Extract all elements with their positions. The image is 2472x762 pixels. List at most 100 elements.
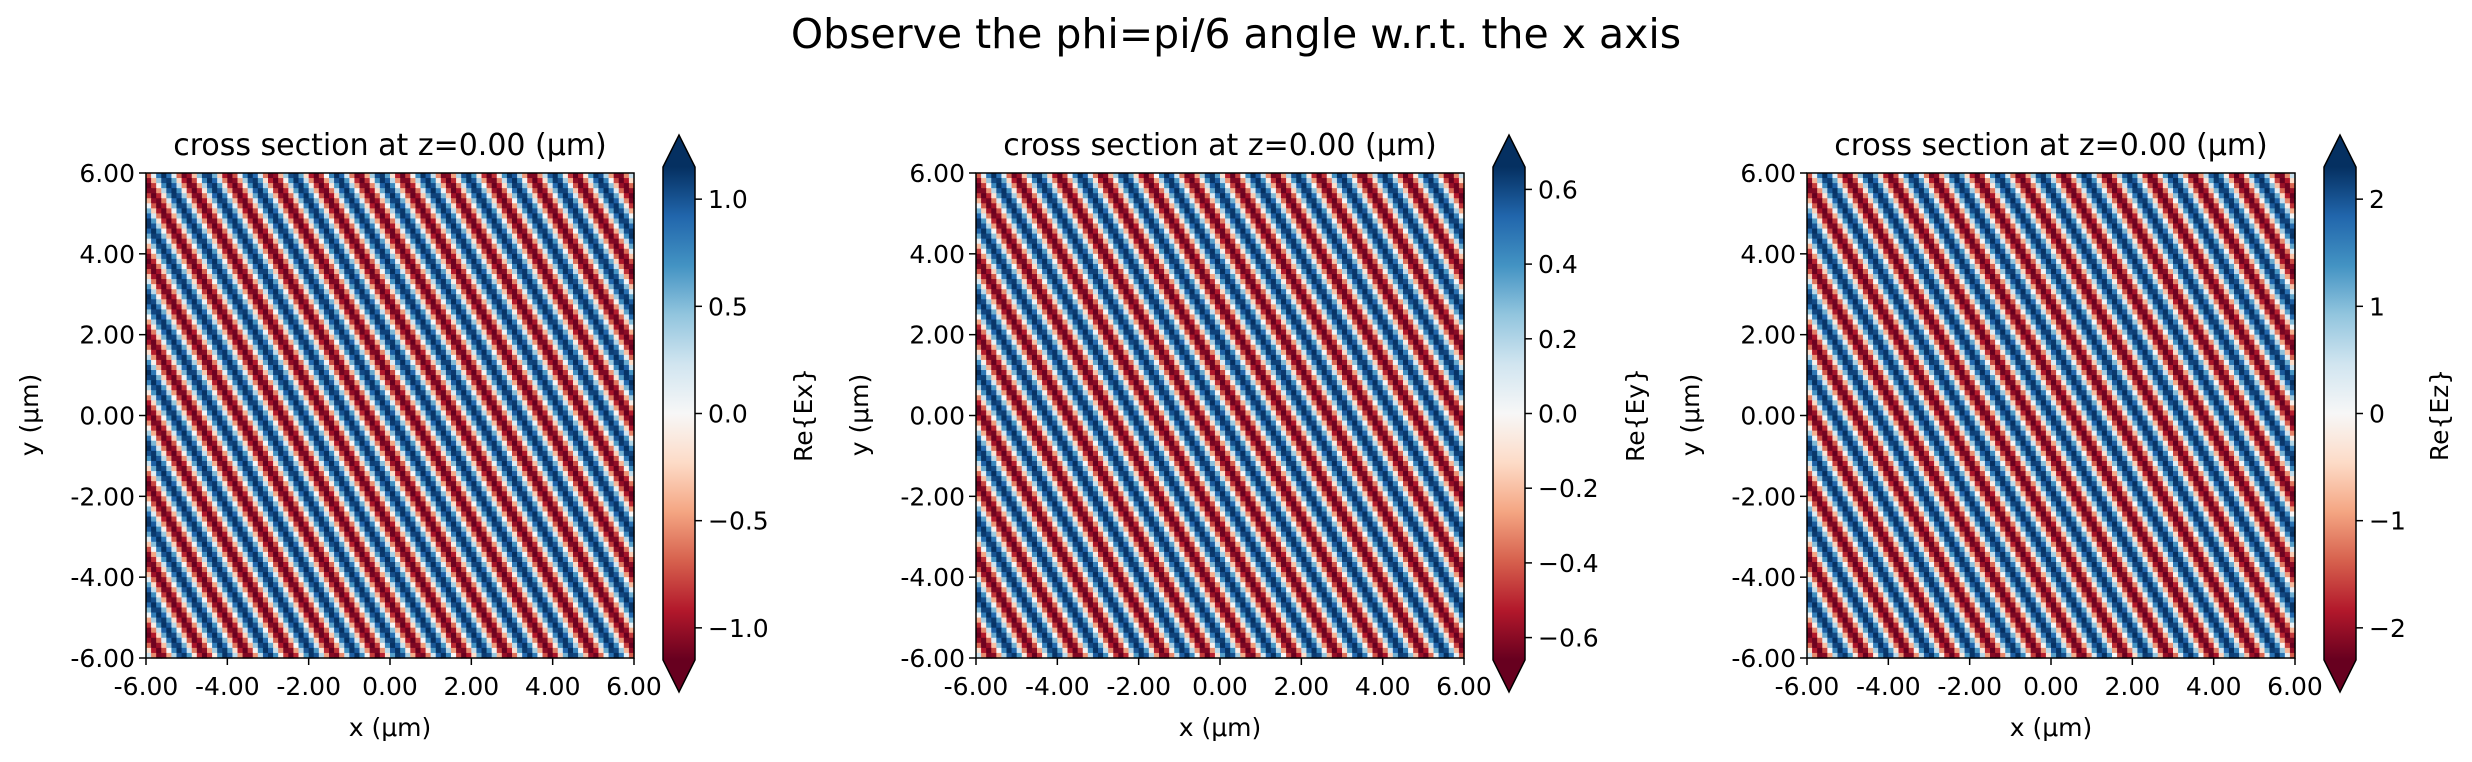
heatmap-cell: [603, 258, 610, 265]
heatmap-cell: [517, 359, 523, 366]
heatmap-cell: [588, 334, 594, 341]
heatmap-cell: [308, 375, 315, 381]
heatmap-cell: [247, 324, 254, 331]
heatmap-cell: [445, 188, 452, 194]
heatmap-cell: [288, 228, 295, 235]
heatmap-cell: [242, 410, 249, 417]
heatmap-cell: [323, 309, 330, 316]
heatmap-cell: [390, 299, 396, 305]
heatmap-cell: [217, 279, 223, 285]
heatmap-cell: [496, 233, 503, 240]
heatmap-cell: [298, 223, 305, 230]
heatmap-cell: [222, 430, 228, 437]
heatmap-cell: [364, 263, 371, 270]
heatmap-cell: [379, 248, 386, 255]
heatmap-cell: [471, 263, 478, 270]
heatmap-cell: [598, 279, 605, 285]
heatmap-cell: [466, 258, 472, 265]
heatmap-cell: [415, 339, 422, 346]
heatmap-cell: [496, 385, 503, 391]
heatmap-cell: [176, 284, 183, 290]
heatmap-cell: [242, 248, 249, 255]
heatmap-cell: [252, 203, 259, 209]
heatmap-cell: [583, 208, 589, 215]
heatmap-cell: [471, 380, 478, 386]
heatmap-cell: [613, 400, 620, 406]
heatmap-cell: [196, 218, 203, 225]
heatmap-cell: [196, 370, 203, 376]
heatmap-cell: [613, 380, 620, 386]
heatmap-cell: [395, 415, 401, 422]
heatmap-cell: [273, 430, 279, 437]
heatmap-cell: [166, 213, 173, 220]
heatmap-cell: [400, 193, 406, 199]
heatmap-cell: [359, 263, 366, 270]
heatmap-cell: [344, 208, 350, 215]
heatmap-cell: [445, 173, 452, 179]
heatmap-cell: [552, 178, 559, 184]
heatmap-cell: [273, 253, 279, 260]
heatmap-cell: [313, 198, 320, 204]
heatmap-cell: [623, 233, 630, 240]
heatmap-cell: [369, 385, 376, 391]
heatmap-cell: [298, 385, 305, 391]
heatmap-cell: [344, 344, 350, 351]
heatmap-cell: [456, 258, 462, 265]
heatmap-cell: [461, 238, 467, 245]
heatmap-cell: [573, 364, 579, 371]
heatmap-cell: [237, 339, 244, 346]
heatmap-cell: [628, 253, 635, 260]
heatmap-cell: [456, 324, 462, 331]
heatmap-cell: [252, 279, 259, 285]
heatmap-cell: [379, 178, 386, 184]
heatmap-cell: [283, 385, 289, 391]
heatmap-cell: [598, 238, 605, 245]
heatmap-cell: [252, 395, 259, 401]
heatmap-cell: [628, 294, 635, 300]
heatmap-cell: [247, 233, 254, 240]
heatmap-cell: [308, 410, 315, 417]
heatmap-cell: [232, 294, 239, 300]
heatmap-cell: [547, 430, 554, 437]
heatmap-cell: [603, 405, 610, 412]
heatmap-cell: [283, 289, 289, 295]
heatmap-cell: [425, 284, 432, 290]
heatmap-cell: [176, 314, 183, 321]
heatmap-cell: [318, 364, 325, 371]
heatmap-cell: [176, 405, 183, 412]
heatmap-cell: [430, 238, 437, 245]
heatmap-cell: [481, 178, 488, 184]
heatmap-cell: [186, 289, 193, 295]
heatmap-cell: [588, 385, 594, 391]
heatmap-cell: [557, 425, 564, 432]
heatmap-cell: [517, 370, 523, 376]
heatmap-cell: [593, 213, 600, 220]
heatmap-cell: [481, 354, 488, 361]
heatmap-cell: [191, 208, 198, 215]
heatmap-cell: [344, 188, 350, 194]
heatmap-cell: [268, 364, 274, 371]
heatmap-cell: [364, 203, 371, 209]
heatmap-cell: [207, 425, 213, 432]
heatmap-cell: [379, 339, 386, 346]
heatmap-cell: [578, 359, 584, 366]
heatmap-cell: [257, 198, 264, 204]
heatmap-cell: [288, 334, 295, 341]
heatmap-cell: [207, 228, 213, 235]
heatmap-cell: [430, 268, 437, 275]
heatmap-cell: [395, 309, 401, 316]
heatmap-cell: [567, 415, 574, 422]
heatmap-cell: [552, 218, 559, 225]
heatmap-cell: [313, 395, 320, 401]
heatmap-cell: [501, 258, 508, 265]
heatmap-cell: [400, 223, 406, 230]
heatmap-cell: [151, 334, 157, 341]
heatmap-cell: [186, 339, 193, 346]
heatmap-cell: [364, 349, 371, 356]
heatmap-cell: [257, 349, 264, 356]
heatmap-cell: [273, 359, 279, 366]
heatmap-cell: [191, 263, 198, 270]
heatmap-cell: [532, 198, 539, 204]
heatmap-cell: [578, 364, 584, 371]
heatmap-cell: [384, 258, 391, 265]
